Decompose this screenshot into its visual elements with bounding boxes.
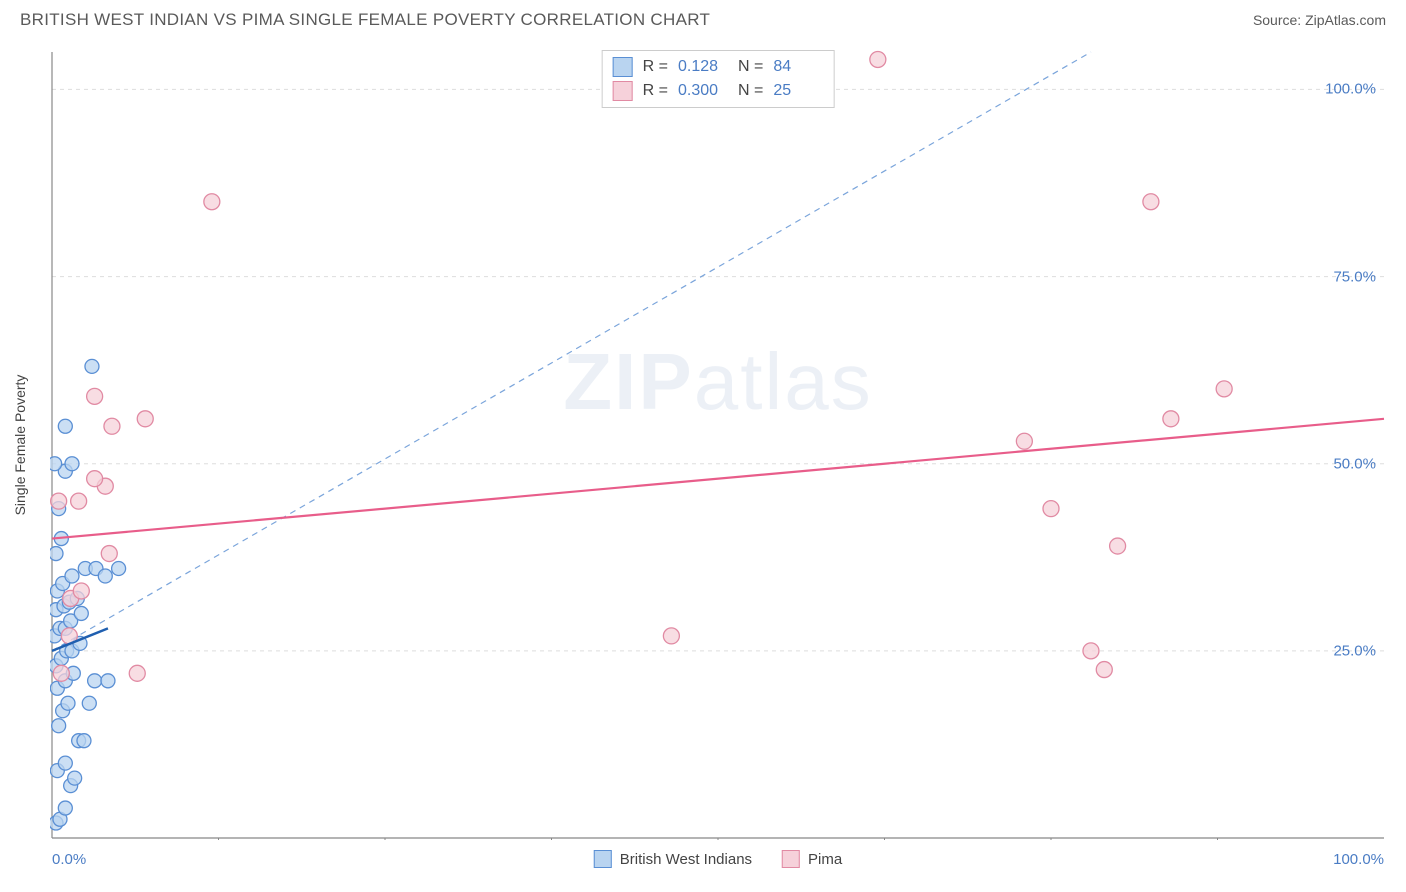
stat-n-value: 25 [773, 82, 823, 100]
series-legend: British West Indians Pima [594, 850, 842, 868]
y-axis-label: Single Female Poverty [12, 375, 28, 516]
x-tick-label: 100.0% [1333, 851, 1384, 868]
scatter-plot [50, 50, 1386, 840]
y-tick-label: 100.0% [1325, 81, 1376, 98]
stat-r-value: 0.128 [678, 58, 728, 76]
legend-label: Pima [808, 851, 842, 868]
stat-n-value: 84 [773, 58, 823, 76]
legend-label: British West Indians [620, 851, 752, 868]
stats-legend-box: R = 0.128 N = 84 R = 0.300 N = 25 [602, 50, 835, 108]
stat-n-label: N = [738, 82, 763, 100]
x-tick-label: 0.0% [52, 851, 86, 868]
stat-r-label: R = [643, 58, 668, 76]
y-tick-label: 25.0% [1333, 642, 1376, 659]
chart-container: Single Female Poverty ZIPatlas R =0.128N… [50, 50, 1386, 840]
stat-r-value: 0.300 [678, 82, 728, 100]
y-tick-label: 50.0% [1333, 455, 1376, 472]
source-attribution: Source: ZipAtlas.com [1253, 12, 1386, 28]
stats-row: R = 0.300 N = 25 [613, 79, 824, 103]
series-swatch [613, 81, 633, 101]
y-tick-label: 75.0% [1333, 268, 1376, 285]
series-swatch [613, 57, 633, 77]
chart-title: BRITISH WEST INDIAN VS PIMA SINGLE FEMAL… [20, 10, 710, 30]
stat-n-label: N = [738, 58, 763, 76]
stats-row: R = 0.128 N = 84 [613, 55, 824, 79]
legend-swatch [594, 850, 612, 868]
header: BRITISH WEST INDIAN VS PIMA SINGLE FEMAL… [0, 0, 1406, 36]
legend-item: Pima [782, 850, 842, 868]
legend-item: British West Indians [594, 850, 752, 868]
stat-r-label: R = [643, 82, 668, 100]
legend-swatch [782, 850, 800, 868]
